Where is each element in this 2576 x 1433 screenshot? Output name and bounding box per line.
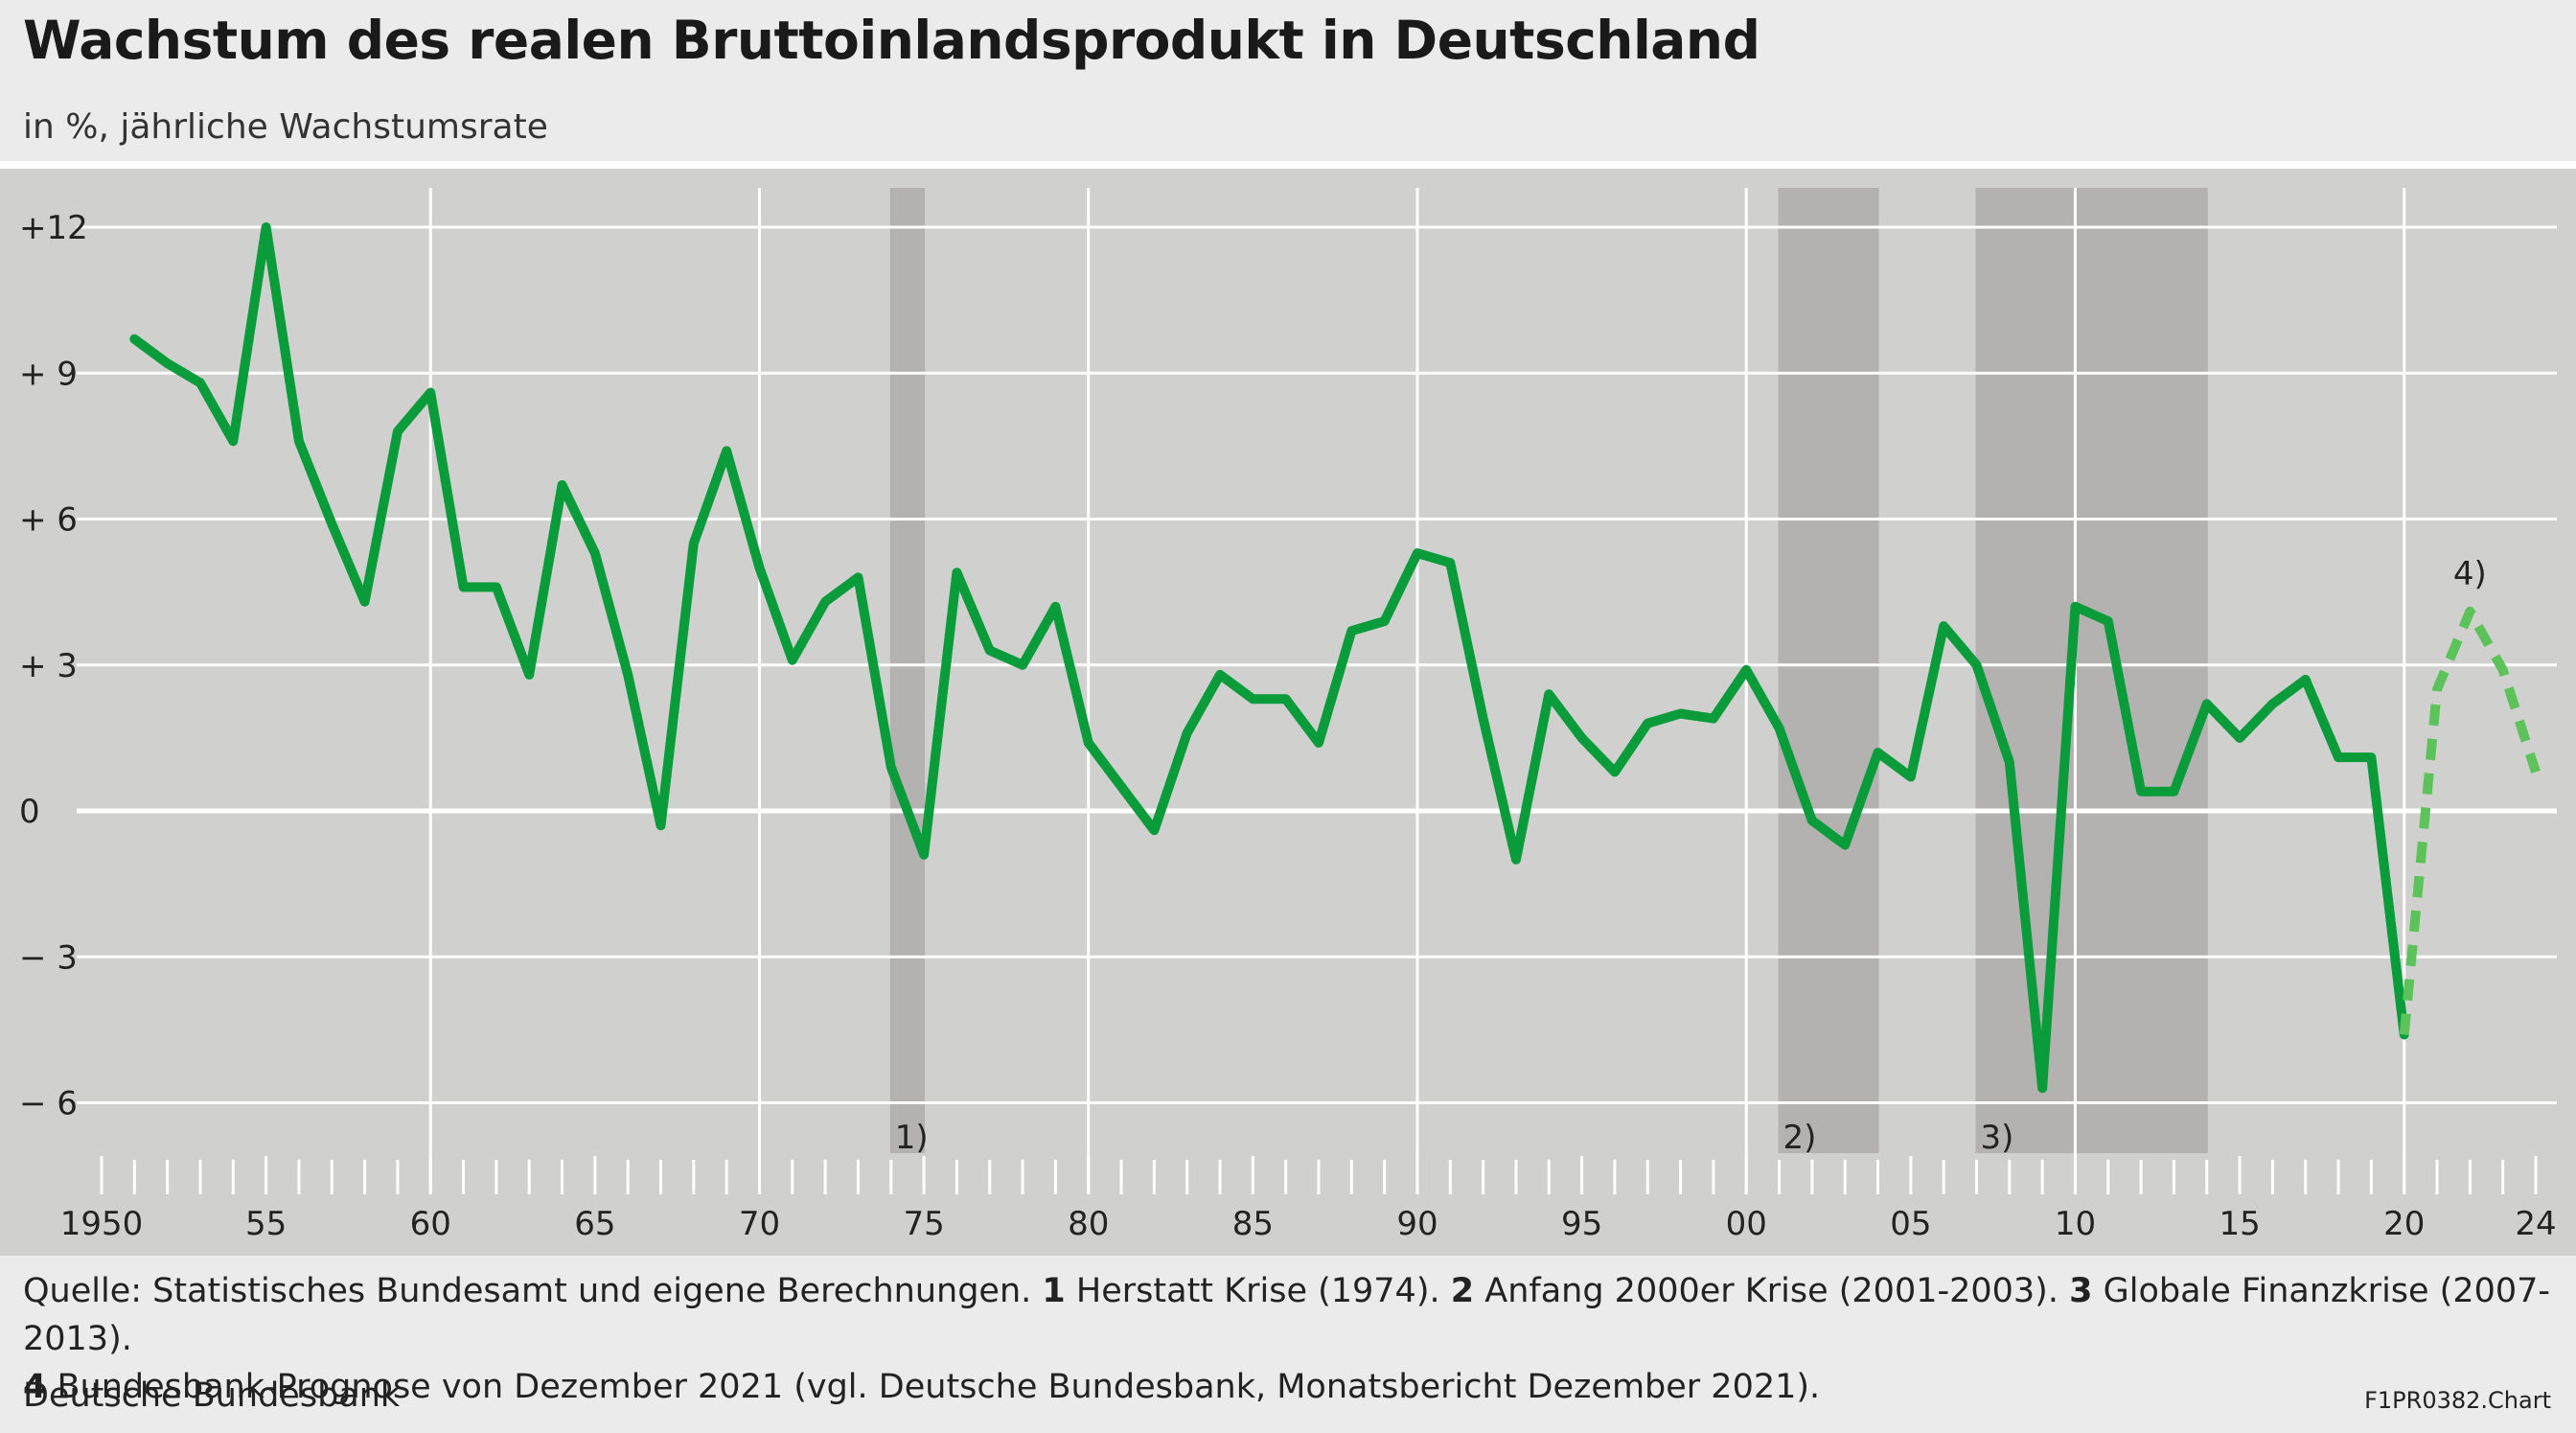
note-4-text: Bundesbank-Prognose von Dezember 2021 (v… — [57, 1368, 1821, 1406]
x-tick-label: 65 — [574, 1205, 615, 1243]
x-tick-label: 1950 — [60, 1205, 144, 1243]
x-axis-ticks — [100, 1156, 2538, 1194]
x-tick-label: 80 — [1068, 1205, 1109, 1243]
x-tick-label: 15 — [2219, 1205, 2260, 1243]
x-tick-label: 24 — [2515, 1205, 2556, 1243]
chart-title: Wachstum des realen Bruttoinlandsprodukt… — [23, 10, 1760, 71]
crisis-band-3 — [1975, 188, 2208, 1153]
x-tick-label: 05 — [1890, 1205, 1931, 1243]
source-intro: Quelle: Statistisches Bundesamt und eige… — [23, 1272, 1032, 1310]
y-tick-label: 0 — [19, 793, 40, 831]
y-tick-label: − 6 — [19, 1085, 78, 1123]
note-3-number: 3 — [2069, 1272, 2093, 1310]
crisis-band-label-3: 3) — [1980, 1119, 2013, 1157]
note-2-text: Anfang 2000er Krise (2001-2003). — [1484, 1272, 2058, 1310]
y-tick-label: − 3 — [19, 938, 78, 977]
grid-lines — [77, 188, 2557, 1194]
crisis-band-labels: 1) 2) 3) — [895, 1119, 2014, 1157]
x-tick-label: 70 — [739, 1205, 780, 1243]
x-tick-label: 85 — [1232, 1205, 1274, 1243]
crisis-band-label-2: 2) — [1783, 1119, 1817, 1157]
x-tick-label: 20 — [2383, 1205, 2425, 1243]
gdp-growth-chart: +12 + 9 + 6 + 3 0 − 3 − 6 1950 55 60 65 70 75 80 85 90… — [0, 169, 2576, 1256]
gdp-growth-line — [129, 222, 2409, 1094]
header-divider — [0, 161, 2576, 169]
note-3-text: Globale Finanzkrise (2007-2013). — [23, 1272, 2551, 1358]
x-tick-label: 90 — [1396, 1205, 1438, 1243]
y-tick-label: + 3 — [19, 647, 78, 685]
forecast-line — [2399, 606, 2541, 1035]
crisis-band-1 — [889, 188, 926, 1153]
note-4-number: 4 — [23, 1368, 47, 1406]
x-tick-label: 95 — [1561, 1205, 1602, 1243]
crisis-band-label-1: 1) — [895, 1119, 929, 1157]
x-tick-label: 60 — [410, 1205, 451, 1243]
data-lines: 4) — [129, 222, 2541, 1094]
x-tick-label: 00 — [1726, 1205, 1767, 1243]
note-2-number: 2 — [1450, 1272, 1475, 1310]
footer-organization: Deutsche Bundesbank — [23, 1376, 401, 1415]
x-tick-label: 55 — [245, 1205, 287, 1243]
x-axis-labels: 1950 55 60 65 70 75 80 85 90 95 00 05 10 15 20 24 — [60, 1205, 2557, 1243]
crisis-band-2 — [1778, 188, 1879, 1153]
y-axis-labels: +12 + 9 + 6 + 3 0 − 3 − 6 — [19, 209, 88, 1123]
x-tick-label: 75 — [903, 1205, 944, 1243]
chart-subtitle: in %, jährliche Wachstumsrate — [23, 107, 548, 147]
note-1-number: 1 — [1042, 1272, 1066, 1310]
y-tick-label: + 6 — [19, 501, 78, 540]
note-1-text: Herstatt Krise (1974). — [1075, 1272, 1440, 1310]
footer-source: Quelle: Statistisches Bundesamt und eige… — [23, 1267, 2553, 1411]
y-tick-label: + 9 — [19, 355, 78, 393]
chart-code: F1PR0382.Chart — [2364, 1387, 2551, 1414]
crisis-bands — [889, 188, 2208, 1153]
x-tick-label: 10 — [2055, 1205, 2096, 1243]
y-tick-label: +12 — [19, 209, 88, 247]
forecast-label: 4) — [2453, 555, 2487, 593]
